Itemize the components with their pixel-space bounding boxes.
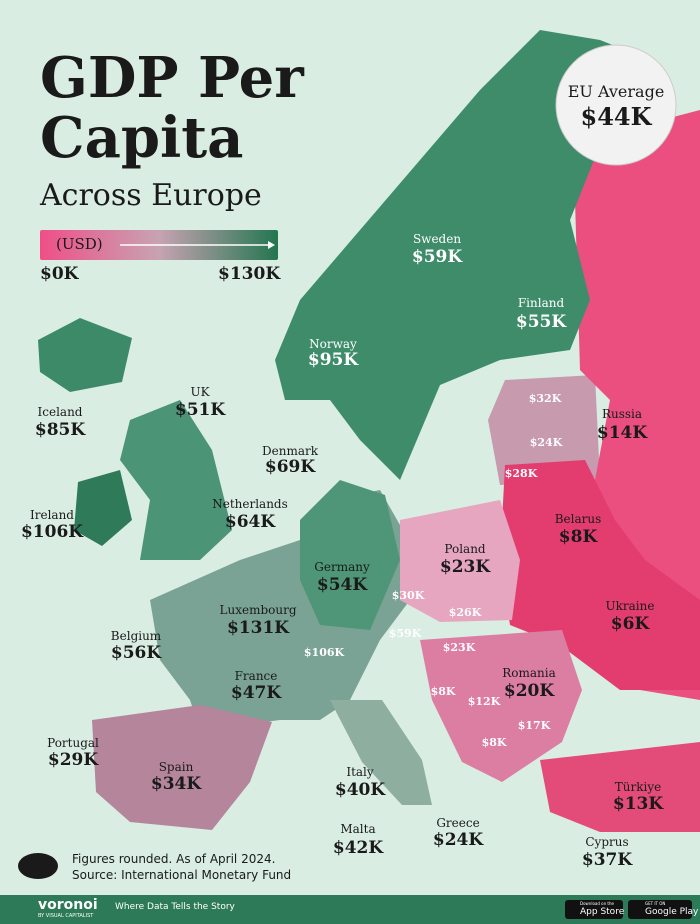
region-value: $8K [481,736,507,749]
eu-value: $44K [580,102,652,131]
country-value: $69K [264,457,316,477]
country-name: Greece [436,816,480,830]
country-name: Cyprus [585,835,629,849]
eu-label: EU Average [567,82,665,101]
country-name: Sweden [412,232,462,246]
tagline: Where Data Tells the Story [115,902,235,912]
country-name: Belgium [110,629,162,643]
country-value: $34K [150,774,202,794]
country-value: $54K [316,575,368,595]
country-name: Iceland [37,405,83,419]
country-value: $29K [47,750,99,770]
legend-unit: (USD) [56,235,103,253]
eu-badge [555,44,677,166]
country-name: Finland [517,296,565,310]
note: Figures rounded. As of April 2024. [72,852,276,866]
italy [330,700,432,805]
country-value: $56K [110,643,162,663]
iceland [38,318,132,392]
country-value: $8K [558,527,598,547]
country-name: Russia [601,407,643,421]
region-value: $32K [528,392,562,405]
app-store-small: Download on the [580,901,614,906]
country-name: UK [190,385,210,399]
region-value: $106K [303,646,345,659]
logo [18,853,58,879]
country-name: Netherlands [212,497,288,511]
country-name: France [234,669,278,683]
region-value: $12K [467,695,501,708]
country-name: Türkiye [614,780,662,794]
country-value: $47K [230,683,282,703]
title-line2: Capita [40,105,244,171]
country-name: Romania [502,666,556,680]
app-store-badge[interactable] [565,900,623,919]
country-name: Italy [346,765,374,779]
country-name: Portugal [47,736,99,750]
country-value: $51K [174,400,226,420]
brand-sub: BY VISUAL CAPITALIST [38,913,94,919]
country-value: $40K [334,780,386,800]
country-value: $106K [20,522,84,542]
turkey [540,742,700,832]
title-line1: GDP Per [40,45,304,111]
subtitle: Across Europe [40,178,262,213]
country-name: Ireland [30,508,74,522]
country-value: $20K [503,681,555,701]
country-name: Norway [309,337,357,351]
country-value: $59K [411,247,463,267]
legend-min: $0K [40,264,79,284]
country-value: $131K [226,618,290,638]
country-name: Belarus [554,512,602,526]
legend-max: $130K [218,264,281,284]
country-value: $64K [224,512,276,532]
baltics [488,375,600,485]
country-name: Malta [340,822,376,836]
region-value: $30K [391,589,425,602]
region-value: $24K [529,436,563,449]
google[interactable]: Google Play [645,907,699,917]
country-value: $6K [610,614,650,634]
country-value: $23K [439,557,491,577]
country-value: $85K [34,420,86,440]
poland [400,500,520,622]
region-value: $23K [442,641,476,654]
google-play-badge[interactable] [628,900,692,919]
source: Source: International Monetary Fund [72,868,292,882]
ireland [74,470,132,546]
region-value: $8K [430,685,456,698]
country-value: $37K [581,850,633,870]
country-value: $14K [596,423,648,443]
google-small: GET IT ON [645,901,666,906]
region-value: $26K [448,606,482,619]
uk [120,400,232,560]
brand: voronoi [38,897,98,913]
country-value: $55K [515,312,567,332]
country-name: Luxembourg [219,603,297,617]
country-name: Germany [314,560,370,574]
region-value: $28K [504,467,538,480]
legend-arrowhead [268,241,275,249]
country-name: Poland [444,542,486,556]
app-store[interactable]: App Store [580,907,625,917]
balkans [420,630,582,782]
country-value: $13K [612,794,664,814]
country-name: Denmark [262,444,318,458]
country-value: $95K [307,350,359,370]
region-value: $59K [388,627,422,640]
country-name: Ukraine [605,599,655,613]
country-value: $24K [432,830,484,850]
iberia [92,705,272,830]
region-value: $17K [517,719,551,732]
germany [300,480,400,630]
scandinavia [275,30,650,480]
country-value: $42K [332,838,384,858]
country-name: Spain [158,760,194,774]
